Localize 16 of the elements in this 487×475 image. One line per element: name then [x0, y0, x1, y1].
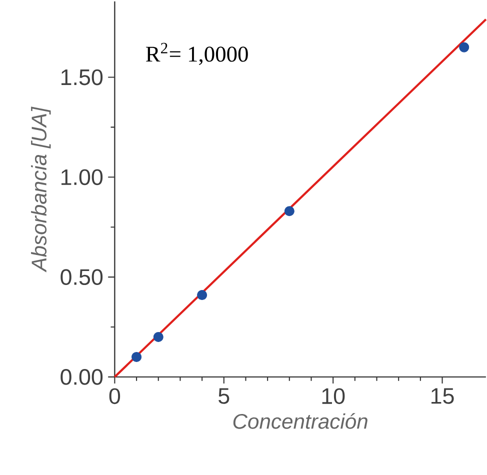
x-axis-title: Concentración	[233, 412, 368, 429]
point	[284, 206, 294, 216]
point	[197, 290, 208, 300]
y-tick-label: 0.00	[60, 368, 103, 385]
y-tick-label: 1.00	[61, 169, 103, 185]
y-tick-label: 0.50	[60, 268, 103, 285]
x-tick-label: 0	[109, 388, 120, 404]
point	[153, 332, 164, 342]
x-tick-label: 15	[432, 388, 454, 404]
point	[132, 352, 142, 362]
annotation: R$^{2}$= 1,0000	[146, 42, 248, 65]
point	[459, 42, 470, 52]
x-tick-label: 5	[218, 388, 230, 404]
y-axis-title: Absorbancia [UA]	[31, 106, 51, 272]
x-tick-label: 10	[322, 388, 345, 404]
y-tick-label: 1.50	[61, 69, 103, 86]
